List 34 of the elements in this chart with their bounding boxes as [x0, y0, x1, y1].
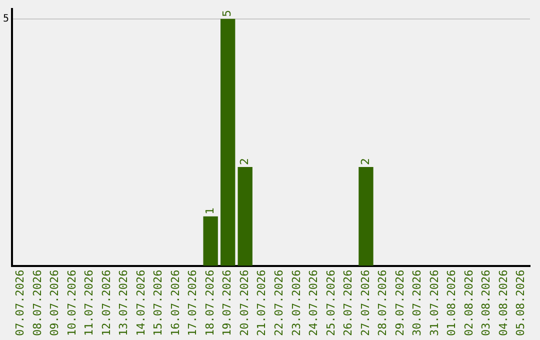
- x-tick-label: 02.08.2026: [462, 270, 476, 336]
- data-label: 1: [203, 207, 216, 214]
- x-tick-label: 22.07.2026: [272, 270, 286, 336]
- data-label: 2: [358, 158, 372, 166]
- x-tick-label: 07.07.2026: [14, 270, 27, 336]
- x-tick-label: 28.07.2026: [376, 270, 390, 336]
- x-tick-label: 17.07.2026: [186, 270, 200, 336]
- x-tick-label: 20.07.2026: [238, 270, 251, 336]
- x-tick-label: 12.07.2026: [100, 270, 113, 336]
- x-tick-label: 29.07.2026: [393, 270, 406, 336]
- x-tick-label: 16.07.2026: [168, 270, 182, 336]
- data-label: 5: [220, 10, 234, 17]
- x-tick-label: 26.07.2026: [342, 270, 355, 336]
- x-tick-label: 25.07.2026: [324, 270, 338, 336]
- x-tick-label: 11.07.2026: [82, 270, 96, 336]
- x-tick-label: 01.08.2026: [445, 270, 458, 336]
- x-tick-label: 14.07.2026: [134, 270, 148, 336]
- x-tick-label: 18.07.2026: [203, 270, 216, 336]
- x-tick-label: 03.08.2026: [480, 270, 493, 336]
- x-tick-label: 30.07.2026: [410, 270, 424, 336]
- x-tick-label: 19.07.2026: [220, 270, 234, 336]
- data-label: 2: [238, 158, 251, 166]
- x-tick-label: 15.07.2026: [152, 270, 165, 336]
- x-tick-label: 31.07.2026: [428, 270, 441, 336]
- x-tick-label: 04.08.2026: [496, 270, 510, 336]
- x-tick-label: 09.07.2026: [48, 270, 62, 336]
- x-tick-label: 23.07.2026: [290, 270, 303, 336]
- x-tick-label: 13.07.2026: [117, 270, 130, 336]
- x-tick-label: 05.08.2026: [514, 270, 528, 336]
- x-tick-label: 08.07.2026: [30, 270, 44, 336]
- x-tick-label: 24.07.2026: [307, 270, 320, 336]
- x-tick-label: 21.07.2026: [255, 270, 268, 336]
- x-tick-label: 27.07.2026: [358, 270, 372, 336]
- x-tick-label: 10.07.2026: [65, 270, 78, 336]
